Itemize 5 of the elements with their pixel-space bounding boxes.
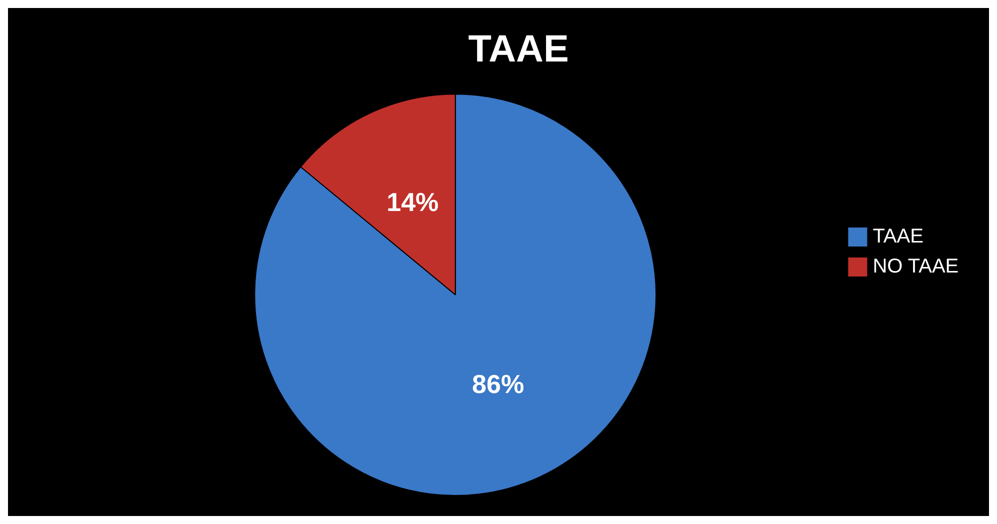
data-label: 14%	[386, 187, 439, 218]
chart-title: TAAE	[468, 28, 569, 70]
legend-label: NO TAAE	[872, 256, 959, 278]
data-label: 86%	[472, 368, 524, 399]
legend-label: TAAE	[872, 226, 924, 248]
